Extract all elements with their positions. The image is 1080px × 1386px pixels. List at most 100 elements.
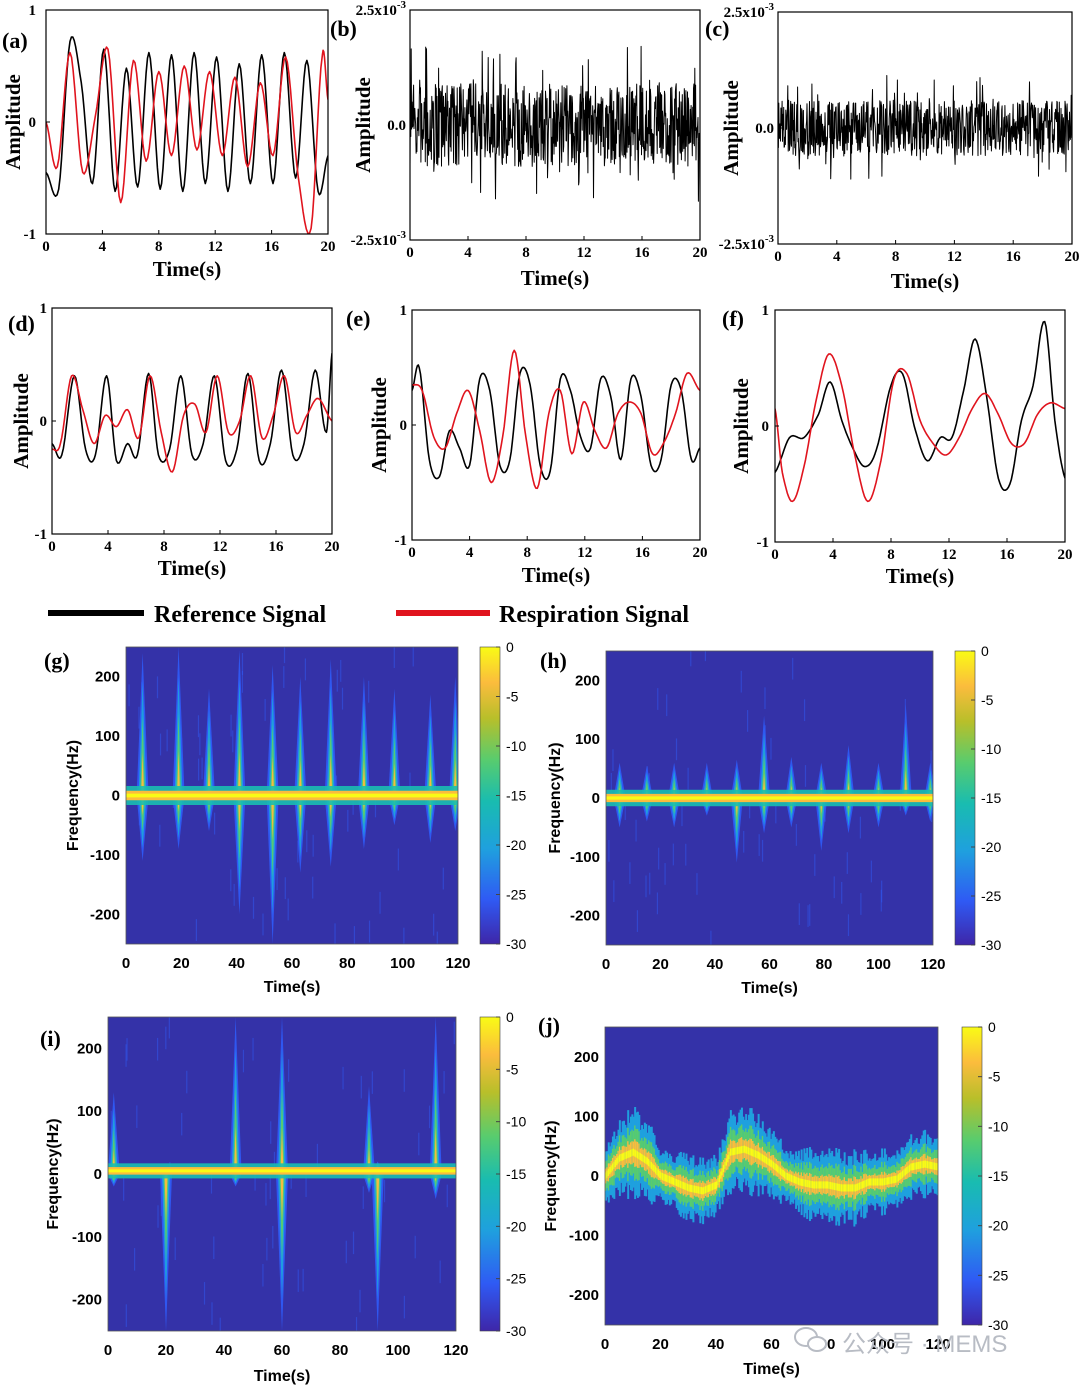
band-core-j [874, 1178, 877, 1186]
band-core-j [808, 1180, 811, 1188]
x-axis-title-e: Time(s) [522, 563, 590, 587]
band-core-j [656, 1167, 659, 1176]
band-core-j [666, 1174, 669, 1182]
band-core-j [682, 1181, 685, 1190]
band-core-j [699, 1186, 702, 1194]
x-axis-title-j: Time(s) [743, 1361, 800, 1378]
noise-speck-i [181, 1112, 183, 1136]
noise-speck-h [666, 694, 668, 717]
colorbar-tick-label-i: -25 [506, 1271, 526, 1287]
x-tick-label-f: 4 [829, 547, 837, 563]
band-core-j [765, 1156, 768, 1165]
y-tick-label-h: -100 [570, 849, 600, 866]
band-core-j [799, 1178, 802, 1186]
noise-speck-i [210, 1171, 213, 1194]
band-core-j [709, 1184, 712, 1192]
x-tick-label-b: 0 [406, 245, 414, 261]
noise-speck-g [340, 659, 342, 682]
noise-speck-h [696, 873, 698, 895]
x-tick-label-c: 12 [947, 249, 962, 265]
noise-speck-i [126, 1038, 128, 1061]
colorbar-tick-label-h: -30 [981, 937, 1001, 953]
panel-j: (j)0 20 40 60 80 100 120-200-1000100200Time(s)… [538, 1013, 1008, 1378]
band-core-j [745, 1146, 748, 1154]
noise-speck-g [241, 670, 244, 693]
x-tick-label-f: 16 [1000, 547, 1016, 563]
band-core-j [775, 1164, 778, 1172]
x-axis-title-h: Time(s) [741, 980, 798, 997]
band-core-j [811, 1181, 814, 1189]
band-core-j [889, 1176, 892, 1185]
band-core-j [674, 1178, 677, 1186]
y-tick-label-g: 200 [95, 669, 120, 686]
y-tick-label-b: 0.0 [387, 118, 406, 134]
plot-area-f [775, 320, 1065, 503]
noise-speck-h [681, 804, 683, 827]
noise-speck-h [807, 905, 809, 927]
colorbar-tick-label-i: -5 [506, 1061, 519, 1077]
panel-g: (g)0 20 40 60 80 100 120-200-1000100200Time(s)… [44, 639, 526, 996]
colorbar-tick-label-j: -5 [988, 1069, 1001, 1085]
y-tick-label-g: 0 [112, 788, 120, 805]
noise-speck-g [306, 830, 308, 853]
band-core-j [660, 1172, 663, 1180]
noise-speck-g [262, 913, 264, 936]
band-core-j [759, 1152, 761, 1160]
band-core-j [906, 1167, 909, 1175]
band-core-j [842, 1184, 845, 1192]
noise-speck-i [242, 1049, 245, 1073]
band-core-j [857, 1183, 860, 1191]
noise-speck-i [453, 1021, 455, 1045]
band-core-j [781, 1168, 784, 1176]
band-core-j [933, 1162, 936, 1170]
noise-speck-h [904, 699, 906, 721]
spectrogram-g [126, 647, 458, 944]
noise-speck-h [687, 767, 689, 790]
band-core-j [613, 1161, 616, 1169]
y-axis-title-h: Frequency(Hz) [547, 742, 564, 853]
band-core-j [767, 1157, 770, 1165]
noise-speck-h [814, 854, 816, 876]
spectrogram-h [606, 651, 933, 945]
band-core-j [913, 1162, 916, 1171]
noise-speck-i [265, 1183, 267, 1206]
band-core-j [847, 1184, 850, 1192]
colorbar-tick-label-h: -15 [981, 790, 1001, 806]
noise-speck-g [347, 809, 349, 832]
series-line-e-reference [412, 364, 700, 481]
y-tick-label-h: -200 [570, 908, 600, 925]
band-core-j [839, 1184, 842, 1192]
band-core-j [628, 1150, 631, 1158]
band-core-j [843, 1184, 846, 1192]
band-core-j [654, 1166, 657, 1174]
colorbar-tick-label-i: -20 [506, 1218, 526, 1234]
band-core-j [796, 1177, 799, 1185]
watermark-text: 公众号 · MEMS [842, 1331, 1007, 1358]
colorbar-tick-label-h: -20 [981, 839, 1001, 855]
band-core-j [763, 1155, 766, 1163]
noise-speck-h [764, 687, 766, 710]
noise-speck-g [436, 931, 438, 944]
noise-speck-g [334, 923, 336, 944]
band-core-j [757, 1151, 760, 1159]
noise-speck-h [881, 880, 883, 903]
plot-area-d [52, 353, 332, 473]
y-tick-label-h: 200 [575, 672, 600, 689]
noise-speck-g [374, 795, 377, 818]
noise-speck-h [649, 872, 651, 895]
noise-speck-h [664, 863, 666, 885]
noise-speck-i [262, 1263, 264, 1287]
band-core-j [697, 1186, 700, 1194]
noise-speck-g [287, 898, 289, 921]
noise-speck-g [276, 868, 278, 891]
noise-speck-i [186, 1070, 188, 1094]
x-tick-label-i: 120 [443, 1342, 468, 1359]
band-core-j [768, 1158, 771, 1166]
band-core-j [618, 1154, 621, 1162]
noise-speck-h [775, 801, 777, 824]
band-core-j [931, 1161, 934, 1170]
noise-speck-g [264, 698, 266, 721]
x-tick-label-j: 100 [870, 1336, 895, 1353]
